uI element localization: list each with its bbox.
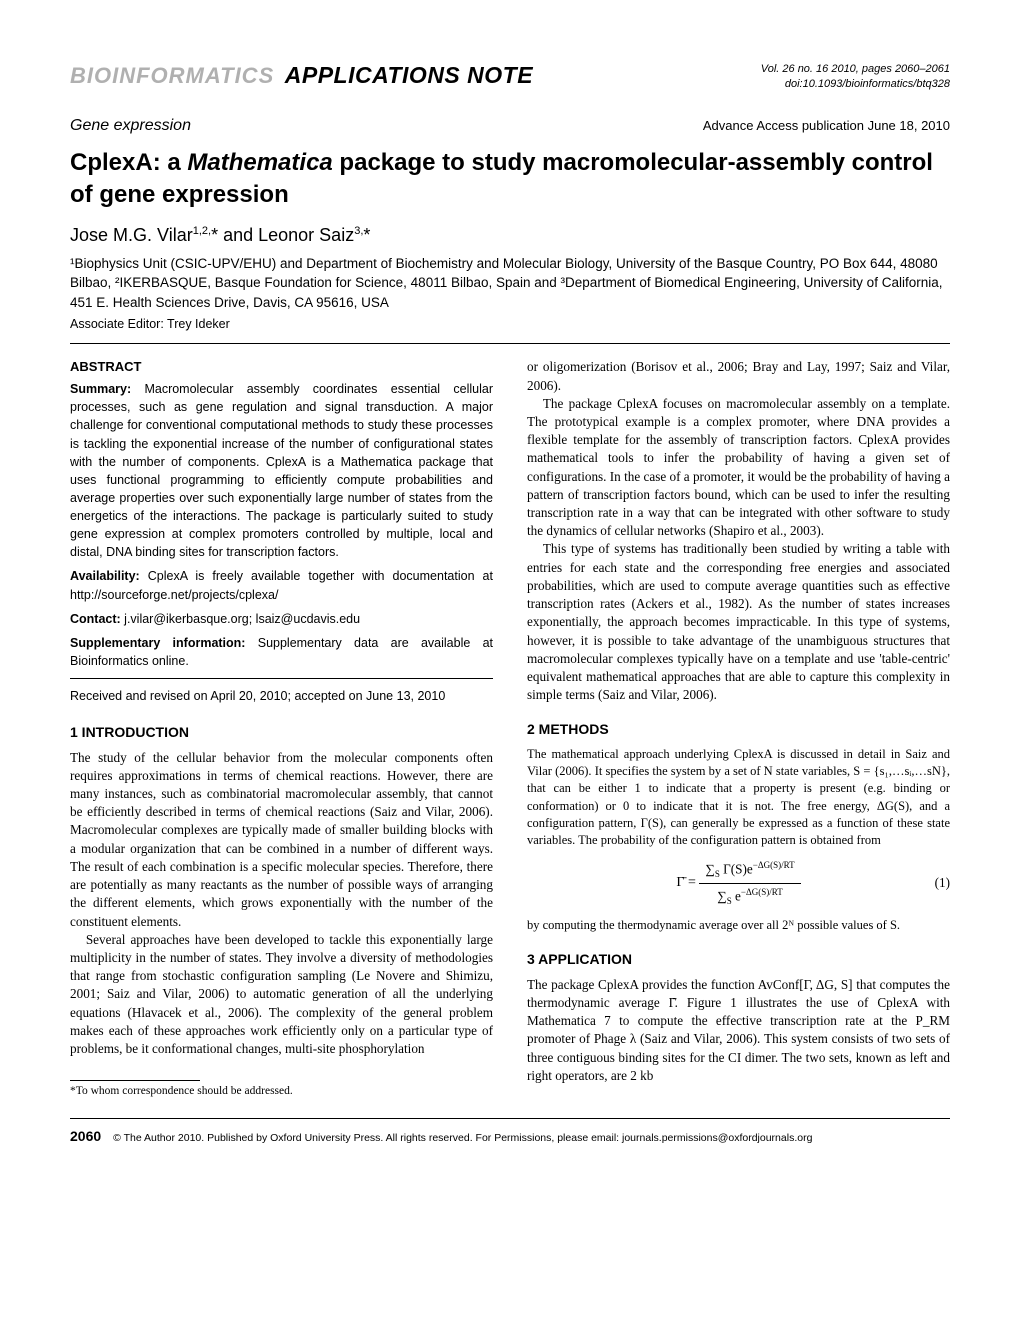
abstract-availability: Availability: CplexA is freely available…: [70, 567, 493, 603]
article-title: CplexA: a Mathematica package to study m…: [70, 147, 950, 212]
eq-denominator: ∑S e−ΔG(S)/RT: [699, 884, 800, 907]
copyright-text: © The Author 2010. Published by Oxford U…: [113, 1131, 812, 1145]
received-dates: Received and revised on April 20, 2010; …: [70, 687, 493, 705]
application-para-1: The package CplexA provides the function…: [527, 976, 950, 1085]
methods-para-2: by computing the thermodynamic average o…: [527, 917, 950, 934]
abstract-heading: ABSTRACT: [70, 358, 493, 376]
volume-info: Vol. 26 no. 16 2010, pages 2060–2061 doi…: [761, 62, 950, 91]
equation-number: (1): [935, 874, 950, 892]
page-number: 2060: [70, 1127, 101, 1146]
journal-name: BIOINFORMATICS: [70, 63, 274, 88]
subheader-row: Gene expression Advance Access publicati…: [70, 109, 950, 137]
equation-1: Γ̄ = ∑S Γ(S)e−ΔG(S)/RT ∑S e−ΔG(S)/RT (1): [527, 859, 950, 907]
methods-heading: 2 METHODS: [527, 720, 950, 739]
divider-rule: [70, 343, 950, 344]
affiliations: ¹Biophysics Unit (CSIC-UPV/EHU) and Depa…: [70, 254, 950, 313]
associate-editor: Associate Editor: Trey Ideker: [70, 316, 950, 333]
volume-line: Vol. 26 no. 16 2010, pages 2060–2061: [761, 62, 950, 76]
page-footer: 2060 © The Author 2010. Published by Oxf…: [70, 1118, 950, 1146]
intro-para-2: Several approaches have been developed t…: [70, 931, 493, 1059]
col2-para-1: or oligomerization (Borisov et al., 2006…: [527, 358, 950, 394]
advance-access: Advance Access publication June 18, 2010: [703, 117, 950, 135]
abstract-contact: Contact: j.vilar@ikerbasque.org; lsaiz@u…: [70, 610, 493, 628]
left-column: ABSTRACT Summary: Macromolecular assembl…: [70, 358, 493, 1100]
abstract-summary: Summary: Macromolecular assembly coordin…: [70, 380, 493, 561]
abstract-supplementary: Supplementary information: Supplementary…: [70, 634, 493, 670]
col2-para-3: This type of systems has traditionally b…: [527, 540, 950, 704]
thin-rule: [70, 678, 493, 679]
intro-para-1: The study of the cellular behavior from …: [70, 749, 493, 931]
col2-para-2: The package CplexA focuses on macromolec…: [527, 395, 950, 541]
footnote-rule: [70, 1080, 200, 1081]
methods-para-1: The mathematical approach underlying Cpl…: [527, 746, 950, 850]
note-type: APPLICATIONS NOTE: [285, 62, 533, 88]
authors: Jose M.G. Vilar1,2,* and Leonor Saiz3,*: [70, 223, 950, 247]
section-label: Gene expression: [70, 115, 191, 137]
correspondence-footnote: *To whom correspondence should be addres…: [70, 1084, 493, 1100]
eq-numerator: ∑S Γ(S)e−ΔG(S)/RT: [699, 859, 800, 883]
intro-heading: 1 INTRODUCTION: [70, 723, 493, 742]
journal-block: BIOINFORMATICS APPLICATIONS NOTE: [70, 60, 533, 91]
two-column-body: ABSTRACT Summary: Macromolecular assembl…: [70, 358, 950, 1100]
masthead-row: BIOINFORMATICS APPLICATIONS NOTE Vol. 26…: [70, 60, 950, 91]
right-column: or oligomerization (Borisov et al., 2006…: [527, 358, 950, 1100]
doi-line: doi:10.1093/bioinformatics/btq328: [761, 77, 950, 91]
application-heading: 3 APPLICATION: [527, 950, 950, 969]
